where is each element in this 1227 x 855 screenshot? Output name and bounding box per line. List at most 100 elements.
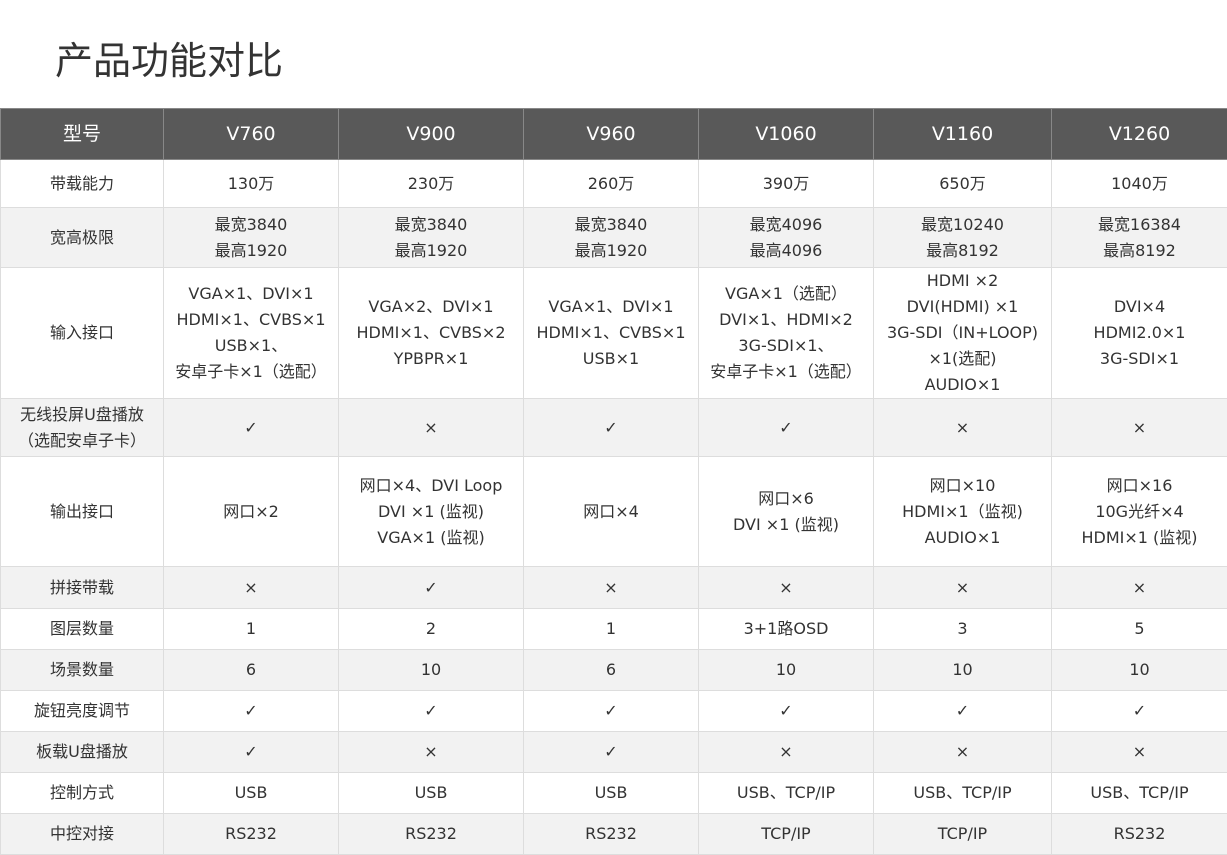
cell-line: 10 [699,657,873,683]
table-cell: ✓ [524,732,699,773]
table-cell: USB、TCP/IP [874,773,1052,814]
table-cell: ✓ [164,399,339,457]
table-cell: ✓ [524,691,699,732]
cell-line: VGA×1 (监视) [339,525,523,551]
cell-line: 10 [874,657,1051,683]
label-line: 控制方式 [1,780,163,806]
cell-line: 3G-SDI×1、 [699,333,873,359]
cell-line: HDMI×1 (监视) [1052,525,1227,551]
table-cell: 10 [699,650,874,691]
cell-line: VGA×2、DVI×1 [339,294,523,320]
table-cell: USB [339,773,524,814]
cell-line: 最宽10240 [874,212,1051,238]
cell-line: × [874,415,1051,441]
cell-line: HDMI×1、CVBS×2 [339,320,523,346]
page-title: 产品功能对比 [55,30,283,85]
header-cell: V1160 [874,109,1052,160]
cell-line: AUDIO×1 [874,525,1051,551]
cell-line: ✓ [699,415,873,441]
cell-line: 260万 [524,171,698,197]
cell-line: 10 [339,657,523,683]
cell-line: 网口×4、DVI Loop [339,473,523,499]
table-cell: 10 [1052,650,1227,691]
cell-line: RS232 [524,821,698,847]
cell-line: 最高8192 [874,238,1051,264]
label-line: 场景数量 [1,657,163,683]
table-cell: 6 [524,650,699,691]
label-line: 旋钮亮度调节 [1,698,163,724]
cell-line: 650万 [874,171,1051,197]
header-cell: V760 [164,109,339,160]
table-cell: × [524,567,699,609]
cell-line: 10G光纤×4 [1052,499,1227,525]
cell-line: 最宽3840 [164,212,338,238]
cell-line: × [874,575,1051,601]
table-cell: 1040万 [1052,160,1227,208]
table-cell: 2 [339,609,524,650]
table-cell: USB [524,773,699,814]
cell-line: USB、TCP/IP [699,780,873,806]
cell-line: 网口×16 [1052,473,1227,499]
row-label: 控制方式 [1,773,164,814]
label-line: 图层数量 [1,616,163,642]
table-cell: ✓ [164,691,339,732]
table-cell: × [699,567,874,609]
table-cell: TCP/IP [699,814,874,855]
table-cell: 230万 [339,160,524,208]
cell-line: 网口×4 [524,499,698,525]
header-cell: V1060 [699,109,874,160]
cell-line: × [524,575,698,601]
cell-line: 3 [874,616,1051,642]
cell-line: HDMI2.0×1 [1052,320,1227,346]
cell-line: AUDIO×1 [874,372,1051,398]
cell-line: × [339,415,523,441]
cell-line: ✓ [874,698,1051,724]
cell-line: ✓ [524,415,698,441]
label-line: 拼接带载 [1,575,163,601]
cell-line: 1 [164,616,338,642]
cell-line: 10 [1052,657,1227,683]
row-label: 输入接口 [1,268,164,399]
table-cell: × [1052,399,1227,457]
cell-line: × [164,575,338,601]
header-cell: 型号 [1,109,164,160]
cell-line: USB [339,780,523,806]
table-cell: USB [164,773,339,814]
cell-line: VGA×1、DVI×1 [164,281,338,307]
row-label: 场景数量 [1,650,164,691]
cell-line: DVI ×1 (监视) [699,512,873,538]
table-cell: USB、TCP/IP [699,773,874,814]
cell-line: USB、TCP/IP [1052,780,1227,806]
table-cell: × [874,567,1052,609]
cell-line: 3+1路OSD [699,616,873,642]
cell-line: 3G-SDI×1 [1052,346,1227,372]
table-cell: × [1052,732,1227,773]
cell-line: HDMI×1（监视) [874,499,1051,525]
header-cell: V960 [524,109,699,160]
table-cell: 10 [874,650,1052,691]
table-row: 板载U盘播放✓×✓××× [1,732,1227,773]
cell-line: 1 [524,616,698,642]
row-label: 带载能力 [1,160,164,208]
table-cell: ✓ [524,399,699,457]
table-cell: ✓ [164,732,339,773]
cell-line: × [699,575,873,601]
cell-line: 安卓子卡×1（选配） [699,359,873,385]
cell-line: 最高1920 [524,238,698,264]
cell-line: 网口×2 [164,499,338,525]
cell-line: 网口×10 [874,473,1051,499]
cell-line: 最宽3840 [524,212,698,238]
cell-line: ✓ [1052,698,1227,724]
